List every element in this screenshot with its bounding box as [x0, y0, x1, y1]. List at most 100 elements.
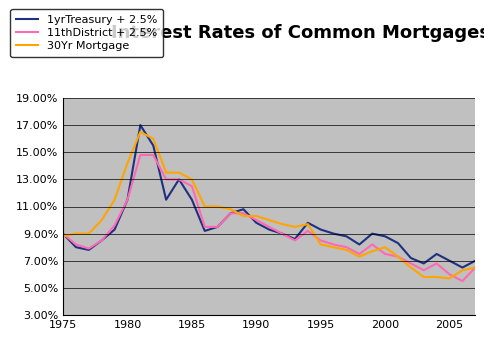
30Yr Mortgage: [368, 249, 374, 253]
11thDistrict + 2.5%: [176, 177, 182, 181]
1yrTreasury + 2.5%: [99, 238, 105, 243]
1yrTreasury + 2.5%: [291, 237, 297, 241]
30Yr Mortgage: [124, 161, 130, 165]
11thDistrict + 2.5%: [356, 252, 362, 256]
30Yr Mortgage: [253, 214, 258, 218]
11thDistrict + 2.5%: [163, 177, 168, 181]
30Yr Mortgage: [214, 204, 220, 209]
1yrTreasury + 2.5%: [394, 241, 400, 245]
30Yr Mortgage: [279, 222, 285, 226]
11thDistrict + 2.5%: [86, 246, 91, 251]
1yrTreasury + 2.5%: [407, 256, 413, 260]
1yrTreasury + 2.5%: [317, 228, 323, 232]
1yrTreasury + 2.5%: [471, 259, 477, 263]
30Yr Mortgage: [317, 242, 323, 246]
30Yr Mortgage: [176, 170, 182, 175]
11thDistrict + 2.5%: [304, 229, 310, 233]
11thDistrict + 2.5%: [60, 232, 66, 236]
30Yr Mortgage: [60, 234, 66, 238]
30Yr Mortgage: [227, 207, 233, 211]
Line: 30Yr Mortgage: 30Yr Mortgage: [63, 132, 474, 278]
11thDistrict + 2.5%: [73, 242, 79, 246]
11thDistrict + 2.5%: [279, 232, 285, 236]
30Yr Mortgage: [381, 245, 387, 249]
30Yr Mortgage: [111, 198, 117, 202]
1yrTreasury + 2.5%: [86, 248, 91, 252]
30Yr Mortgage: [420, 275, 426, 279]
30Yr Mortgage: [471, 265, 477, 270]
30Yr Mortgage: [446, 276, 452, 280]
30Yr Mortgage: [458, 268, 464, 272]
1yrTreasury + 2.5%: [458, 265, 464, 270]
1yrTreasury + 2.5%: [266, 228, 272, 232]
1yrTreasury + 2.5%: [446, 259, 452, 263]
11thDistrict + 2.5%: [111, 223, 117, 228]
11thDistrict + 2.5%: [150, 153, 156, 157]
30Yr Mortgage: [189, 177, 195, 181]
30Yr Mortgage: [73, 232, 79, 236]
1yrTreasury + 2.5%: [60, 232, 66, 236]
Text: Interest Rates of Common Mortgages: Interest Rates of Common Mortgages: [111, 25, 484, 42]
1yrTreasury + 2.5%: [176, 177, 182, 181]
11thDistrict + 2.5%: [214, 225, 220, 229]
1yrTreasury + 2.5%: [163, 198, 168, 202]
11thDistrict + 2.5%: [291, 238, 297, 243]
11thDistrict + 2.5%: [458, 279, 464, 283]
30Yr Mortgage: [433, 275, 439, 279]
30Yr Mortgage: [356, 254, 362, 259]
11thDistrict + 2.5%: [253, 218, 258, 222]
1yrTreasury + 2.5%: [214, 225, 220, 229]
30Yr Mortgage: [150, 136, 156, 141]
1yrTreasury + 2.5%: [189, 198, 195, 202]
1yrTreasury + 2.5%: [201, 229, 207, 233]
1yrTreasury + 2.5%: [137, 123, 143, 127]
11thDistrict + 2.5%: [471, 265, 477, 270]
11thDistrict + 2.5%: [343, 245, 348, 249]
11thDistrict + 2.5%: [137, 153, 143, 157]
11thDistrict + 2.5%: [394, 254, 400, 259]
30Yr Mortgage: [99, 218, 105, 222]
1yrTreasury + 2.5%: [368, 232, 374, 236]
11thDistrict + 2.5%: [433, 261, 439, 266]
1yrTreasury + 2.5%: [356, 242, 362, 246]
1yrTreasury + 2.5%: [253, 221, 258, 225]
30Yr Mortgage: [201, 204, 207, 209]
30Yr Mortgage: [291, 225, 297, 229]
1yrTreasury + 2.5%: [124, 198, 130, 202]
11thDistrict + 2.5%: [201, 225, 207, 229]
30Yr Mortgage: [137, 130, 143, 134]
1yrTreasury + 2.5%: [240, 207, 246, 211]
1yrTreasury + 2.5%: [304, 221, 310, 225]
1yrTreasury + 2.5%: [279, 232, 285, 236]
30Yr Mortgage: [330, 245, 336, 249]
30Yr Mortgage: [86, 232, 91, 236]
1yrTreasury + 2.5%: [227, 211, 233, 215]
11thDistrict + 2.5%: [240, 211, 246, 215]
11thDistrict + 2.5%: [446, 272, 452, 276]
11thDistrict + 2.5%: [124, 198, 130, 202]
30Yr Mortgage: [304, 222, 310, 226]
30Yr Mortgage: [240, 214, 246, 218]
1yrTreasury + 2.5%: [343, 234, 348, 238]
11thDistrict + 2.5%: [227, 211, 233, 215]
30Yr Mortgage: [407, 265, 413, 270]
11thDistrict + 2.5%: [381, 252, 387, 256]
11thDistrict + 2.5%: [407, 261, 413, 266]
11thDistrict + 2.5%: [330, 242, 336, 246]
Line: 11thDistrict + 2.5%: 11thDistrict + 2.5%: [63, 155, 474, 281]
1yrTreasury + 2.5%: [420, 261, 426, 266]
11thDistrict + 2.5%: [99, 238, 105, 243]
1yrTreasury + 2.5%: [381, 234, 387, 238]
11thDistrict + 2.5%: [266, 225, 272, 229]
11thDistrict + 2.5%: [420, 268, 426, 272]
Line: 1yrTreasury + 2.5%: 1yrTreasury + 2.5%: [63, 125, 474, 267]
Legend: 1yrTreasury + 2.5%, 11thDistrict + 2.5%, 30Yr Mortgage: 1yrTreasury + 2.5%, 11thDistrict + 2.5%,…: [10, 9, 163, 57]
1yrTreasury + 2.5%: [111, 228, 117, 232]
11thDistrict + 2.5%: [189, 184, 195, 188]
1yrTreasury + 2.5%: [433, 252, 439, 256]
30Yr Mortgage: [163, 170, 168, 175]
1yrTreasury + 2.5%: [73, 245, 79, 249]
1yrTreasury + 2.5%: [150, 144, 156, 148]
30Yr Mortgage: [394, 254, 400, 259]
1yrTreasury + 2.5%: [330, 232, 336, 236]
